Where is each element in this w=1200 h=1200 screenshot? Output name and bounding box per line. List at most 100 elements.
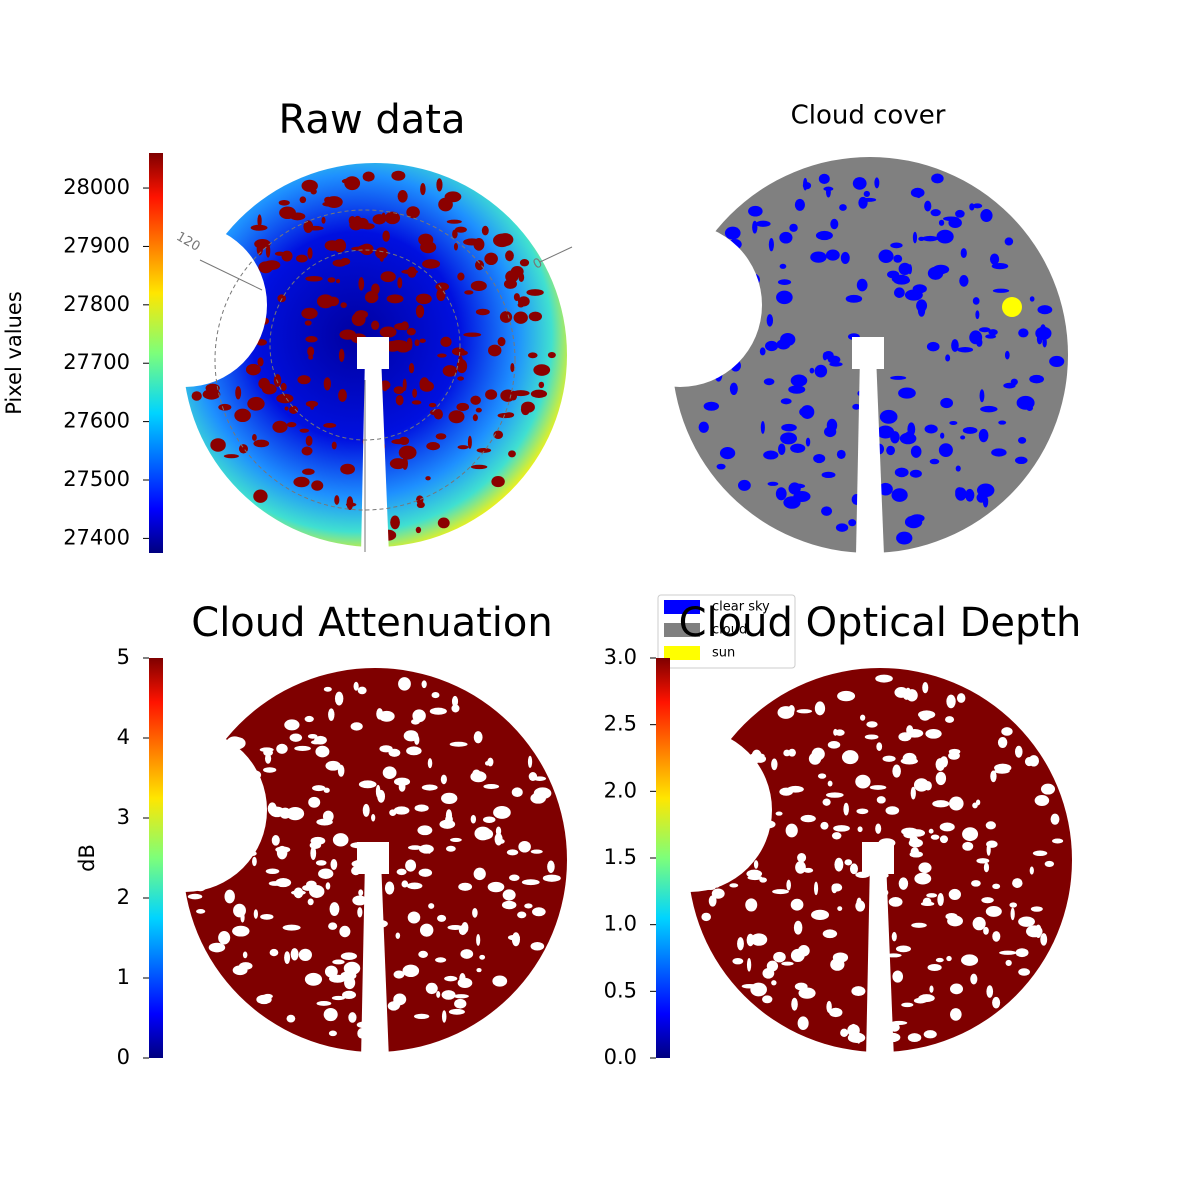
sky-patch — [445, 845, 456, 852]
sky-patch — [837, 906, 843, 911]
colorbar-tick-label: 3.0 — [604, 645, 637, 669]
sky-patch — [218, 403, 232, 411]
sky-patch — [305, 435, 313, 447]
sky-patch — [408, 363, 415, 374]
panel-title: Cloud cover — [791, 101, 946, 131]
sky-patch — [493, 233, 511, 248]
sky-patch — [252, 434, 257, 441]
sky-patch — [298, 948, 312, 962]
colorbar-tick-label: 28000 — [63, 175, 130, 199]
sky-patch — [930, 834, 940, 840]
sky-patch — [453, 243, 458, 251]
sky-patch — [948, 888, 961, 900]
sky-patch — [418, 233, 434, 246]
sky-patch — [1010, 907, 1015, 921]
sky-patch — [826, 418, 838, 432]
colorbar-tick-label: 0 — [117, 1045, 130, 1069]
sky-patch — [533, 364, 551, 376]
polar-grid — [199, 209, 573, 552]
sky-patch — [520, 404, 530, 416]
sky-patch — [780, 398, 792, 405]
sky-patch — [882, 755, 896, 762]
sky-patch — [232, 927, 242, 935]
sky-patch — [316, 818, 333, 826]
sky-patch — [301, 307, 318, 320]
sky-patch — [1040, 783, 1056, 795]
sky-patch — [927, 963, 942, 972]
sky-patch — [346, 496, 354, 510]
sky-patch — [1034, 924, 1042, 938]
sky-patch — [894, 287, 905, 298]
sky-patch — [1018, 916, 1035, 927]
sky-patch — [308, 354, 314, 360]
sky-patch — [472, 907, 478, 918]
sky-patch — [830, 218, 839, 230]
sky-patch — [528, 311, 543, 322]
sky-patch — [1014, 456, 1028, 465]
sky-patch — [980, 405, 998, 413]
sky-patch — [261, 383, 277, 395]
mask-camera — [862, 842, 894, 874]
sky-patch — [891, 488, 908, 502]
sky-patch — [350, 722, 363, 731]
sky-patch — [905, 687, 911, 693]
sky-patch — [864, 734, 879, 740]
sky-patch — [475, 407, 482, 413]
sky-patch — [419, 377, 430, 391]
sky-patch — [393, 386, 405, 394]
sky-patch — [780, 432, 798, 445]
sky-patch — [527, 352, 538, 359]
sky-patch — [505, 270, 519, 283]
colorbar-tick-label: 27500 — [63, 467, 130, 491]
panel-title: Cloud Optical Depth — [679, 600, 1082, 646]
sky-patch — [264, 753, 272, 764]
sky-patch — [781, 961, 794, 966]
sky-patch — [312, 785, 326, 792]
sky-patch — [985, 905, 1002, 917]
sky-patch — [894, 467, 909, 478]
sky-patch — [935, 758, 945, 771]
sky-patch — [890, 375, 907, 380]
sky-patch — [442, 365, 458, 377]
sky-patch — [476, 447, 492, 453]
sky-patch — [829, 1007, 843, 1018]
sky-patch — [301, 446, 313, 456]
sky-patch — [400, 321, 409, 331]
sky-patch — [924, 200, 932, 212]
sky-patch — [1003, 382, 1016, 389]
sky-patch — [265, 244, 271, 258]
sky-patch — [451, 347, 465, 356]
sky-patch — [783, 749, 791, 757]
sky-patch — [415, 293, 432, 305]
sky-patch — [421, 784, 438, 791]
sky-patch — [711, 888, 725, 899]
sky-patch — [269, 806, 285, 818]
sky-patch — [454, 226, 467, 233]
sky-patch — [353, 681, 359, 691]
sky-patch — [796, 709, 813, 714]
sky-patch — [908, 264, 913, 275]
sky-patch — [293, 887, 304, 899]
sky-patch — [524, 903, 533, 909]
sky-patch — [268, 881, 282, 886]
sky-patch — [260, 913, 274, 920]
sky-patch — [328, 1030, 337, 1037]
sky-patch — [896, 531, 913, 545]
sky-patch — [258, 261, 273, 274]
sky-patch — [328, 922, 338, 930]
sky-patch — [852, 177, 867, 190]
sky-patch — [456, 359, 468, 374]
sky-patch — [910, 786, 916, 800]
sky-patch — [371, 814, 376, 822]
sky-patch — [762, 995, 773, 1004]
sky-patch — [945, 716, 955, 723]
sky-patch — [955, 487, 967, 501]
sky-patch — [818, 173, 830, 185]
sky-patch — [810, 251, 827, 263]
sky-patch — [307, 346, 315, 357]
polar-spoke — [199, 259, 263, 291]
sky-patch — [825, 792, 844, 798]
sky-patch — [855, 774, 871, 789]
sky-patch — [790, 374, 808, 387]
sky-patch — [458, 882, 473, 891]
